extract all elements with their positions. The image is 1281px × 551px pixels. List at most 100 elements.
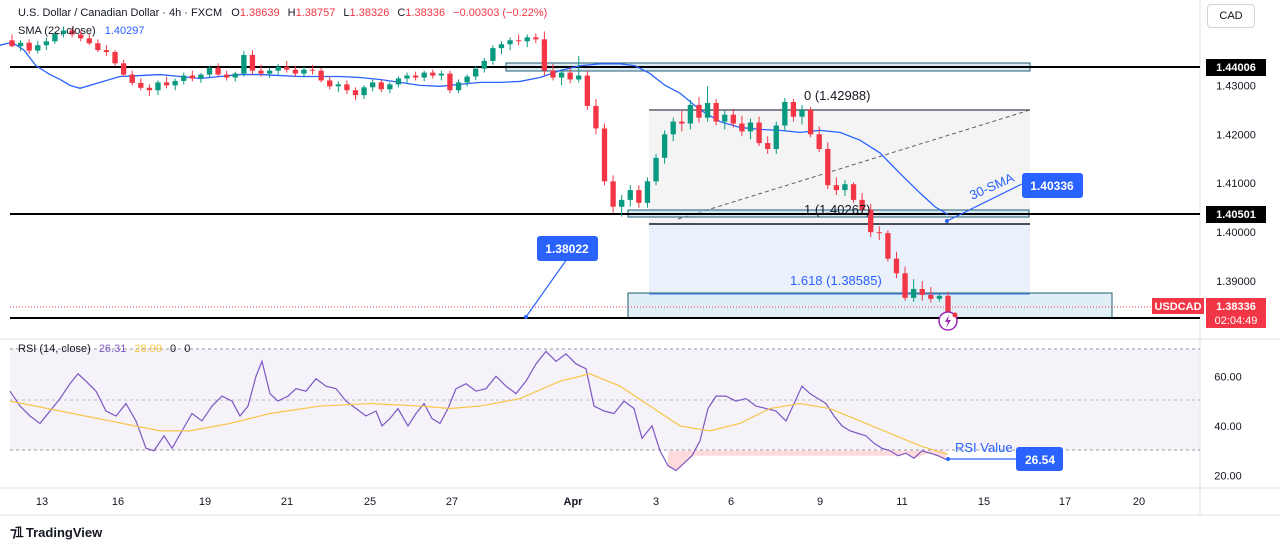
candle bbox=[369, 79, 376, 92]
candle bbox=[713, 99, 719, 126]
candle-body bbox=[52, 33, 58, 42]
fib-trend-line[interactable] bbox=[677, 109, 1031, 220]
candle bbox=[928, 287, 934, 303]
candle bbox=[60, 26, 67, 38]
candle-body bbox=[249, 54, 256, 71]
candle bbox=[507, 37, 513, 51]
candle bbox=[198, 73, 204, 83]
candle bbox=[455, 79, 462, 94]
tradingview-logo[interactable]: ⁊𝟙 TradingView bbox=[10, 524, 102, 541]
candle-body bbox=[928, 294, 934, 299]
time-tick-label: 21 bbox=[281, 496, 293, 508]
tradingview-logo-icon: ⁊𝟙 bbox=[10, 524, 24, 540]
candle bbox=[756, 116, 762, 147]
support-callout-box[interactable] bbox=[537, 236, 598, 261]
rsi-callout-text: RSI Value bbox=[955, 440, 1013, 455]
candle-body bbox=[739, 123, 745, 132]
candle bbox=[138, 78, 144, 91]
candle bbox=[636, 185, 642, 208]
candle-body bbox=[258, 70, 264, 74]
candle-body bbox=[490, 48, 496, 61]
candle-body bbox=[232, 73, 238, 78]
fib-extension-zone[interactable] bbox=[649, 224, 1030, 294]
candle bbox=[782, 98, 788, 132]
candle bbox=[919, 281, 925, 301]
candle-body bbox=[275, 66, 281, 71]
support-callout-anchor bbox=[524, 315, 528, 319]
candle-body bbox=[567, 72, 573, 80]
candle-body bbox=[344, 84, 350, 91]
currency-selector[interactable]: CAD bbox=[1207, 4, 1255, 28]
candle bbox=[619, 194, 625, 217]
price-tick-label: 1.39000 bbox=[1216, 276, 1256, 288]
rsi-legend[interactable]: RSI (14, close) 26.31 28.99 0 0 bbox=[18, 343, 190, 355]
candle-body bbox=[704, 102, 711, 118]
symbol-legend[interactable]: U.S. Dollar / Canadian Dollar · 4h · FXC… bbox=[18, 7, 547, 19]
candle-body bbox=[369, 82, 376, 88]
candle bbox=[301, 66, 307, 78]
candle bbox=[447, 70, 453, 94]
candle-body bbox=[138, 82, 144, 88]
candle-body bbox=[910, 288, 917, 298]
candle bbox=[687, 100, 694, 130]
candle-body bbox=[241, 54, 247, 74]
candle-body bbox=[661, 134, 668, 158]
support-price-text: 1.40501 bbox=[1216, 209, 1256, 221]
rsi-callout-box[interactable] bbox=[1016, 447, 1063, 471]
rsi-ma-line bbox=[9, 373, 949, 456]
candle bbox=[95, 39, 101, 53]
candle bbox=[610, 175, 616, 213]
candle bbox=[696, 97, 702, 123]
candle-body bbox=[687, 104, 694, 124]
candle bbox=[241, 51, 247, 77]
lower-support-zone[interactable] bbox=[627, 292, 1113, 319]
rsi-oversold-fill bbox=[668, 450, 946, 471]
candle bbox=[395, 76, 402, 88]
candle bbox=[773, 121, 779, 154]
price-tick-label: 1.43000 bbox=[1216, 80, 1256, 92]
candle bbox=[936, 292, 943, 302]
price-tick-label: 1.41000 bbox=[1216, 178, 1256, 190]
sma-callout-box[interactable] bbox=[1022, 173, 1083, 198]
time-tick-label: 25 bbox=[364, 496, 376, 508]
candle bbox=[438, 70, 445, 81]
candle bbox=[910, 279, 917, 302]
current-price-text: 1.38336 bbox=[1216, 301, 1256, 313]
candle-body bbox=[756, 122, 762, 144]
candle bbox=[833, 177, 840, 195]
candle bbox=[120, 59, 127, 77]
candle bbox=[644, 177, 651, 208]
symbol-tag bbox=[1152, 298, 1204, 314]
close-value: 1.38336 bbox=[405, 7, 446, 19]
candle bbox=[601, 123, 608, 186]
currency-label: CAD bbox=[1219, 10, 1243, 22]
candle-body bbox=[876, 232, 882, 234]
candle-body bbox=[284, 66, 290, 70]
candle bbox=[902, 266, 908, 301]
candle-body bbox=[584, 75, 591, 106]
candle bbox=[842, 180, 848, 196]
candle-body bbox=[438, 73, 445, 76]
candle bbox=[335, 81, 341, 93]
candle bbox=[146, 84, 153, 97]
fib-retracement-zone[interactable] bbox=[649, 110, 1030, 224]
candle bbox=[309, 64, 316, 75]
candle-body bbox=[533, 37, 539, 40]
candle bbox=[576, 55, 582, 83]
candle-body bbox=[825, 148, 831, 186]
candle-body bbox=[206, 67, 213, 75]
low-label: L bbox=[343, 7, 350, 19]
sma-legend[interactable]: SMA (22, close) 1.40297 bbox=[18, 25, 144, 37]
candle bbox=[704, 86, 711, 122]
candle-body bbox=[816, 134, 822, 149]
alert-icon-dot bbox=[952, 312, 958, 318]
time-tick-label: 19 bbox=[199, 496, 211, 508]
candle-body bbox=[43, 41, 50, 46]
candle-body bbox=[722, 114, 728, 122]
candle-body bbox=[361, 87, 367, 96]
candle bbox=[361, 85, 367, 100]
resistance-price-tag bbox=[1206, 59, 1266, 76]
candle bbox=[318, 67, 324, 83]
candle bbox=[378, 79, 384, 93]
